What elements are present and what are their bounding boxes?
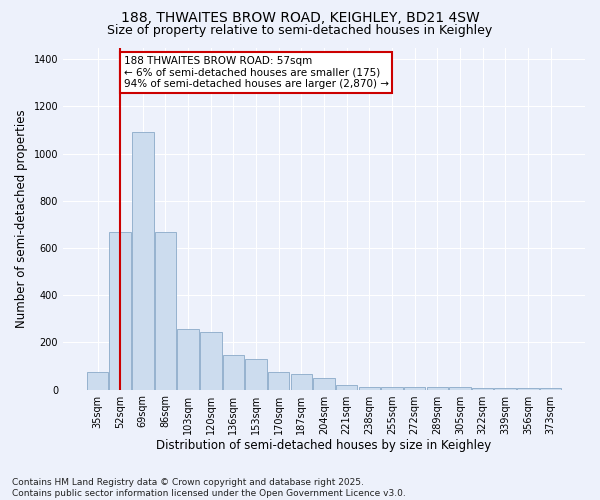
Bar — [245, 359, 267, 390]
Text: Contains HM Land Registry data © Crown copyright and database right 2025.
Contai: Contains HM Land Registry data © Crown c… — [12, 478, 406, 498]
Bar — [381, 387, 403, 390]
Bar — [200, 332, 221, 390]
Bar — [268, 372, 289, 390]
Text: 188, THWAITES BROW ROAD, KEIGHLEY, BD21 4SW: 188, THWAITES BROW ROAD, KEIGHLEY, BD21 … — [121, 11, 479, 25]
Y-axis label: Number of semi-detached properties: Number of semi-detached properties — [15, 109, 28, 328]
Bar — [87, 372, 108, 390]
Bar — [449, 387, 470, 390]
Bar — [313, 378, 335, 390]
Bar — [472, 388, 493, 390]
Bar — [359, 387, 380, 390]
Bar — [223, 354, 244, 390]
X-axis label: Distribution of semi-detached houses by size in Keighley: Distribution of semi-detached houses by … — [157, 440, 491, 452]
Bar — [494, 388, 516, 390]
Text: 188 THWAITES BROW ROAD: 57sqm
← 6% of semi-detached houses are smaller (175)
94%: 188 THWAITES BROW ROAD: 57sqm ← 6% of se… — [124, 56, 389, 90]
Bar — [109, 232, 131, 390]
Bar — [155, 232, 176, 390]
Bar — [178, 330, 199, 390]
Bar — [404, 387, 425, 390]
Bar — [517, 388, 539, 390]
Bar — [132, 132, 154, 390]
Bar — [540, 388, 561, 390]
Bar — [336, 385, 358, 390]
Text: Size of property relative to semi-detached houses in Keighley: Size of property relative to semi-detach… — [107, 24, 493, 37]
Bar — [290, 374, 312, 390]
Bar — [427, 387, 448, 390]
